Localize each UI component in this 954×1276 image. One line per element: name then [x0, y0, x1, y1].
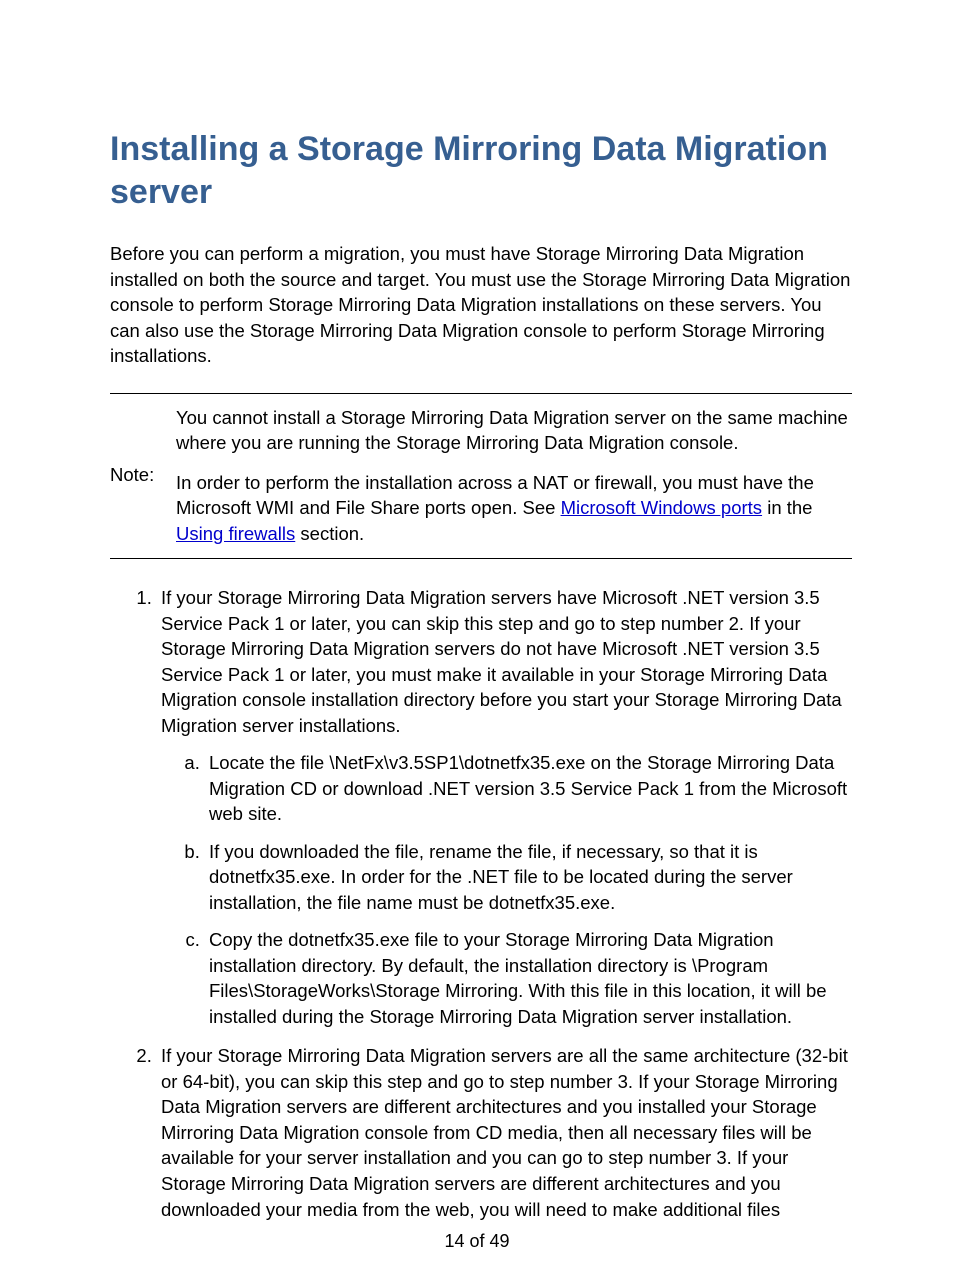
step-2: If your Storage Mirroring Data Migration…	[157, 1043, 852, 1222]
step-1-substeps: Locate the file \NetFx\v3.5SP1\dotnetfx3…	[161, 750, 852, 1029]
page-title: Installing a Storage Mirroring Data Migr…	[110, 128, 852, 213]
note-text-after: section.	[295, 523, 364, 544]
step-1-text: If your Storage Mirroring Data Migration…	[161, 587, 842, 736]
note-content: You cannot install a Storage Mirroring D…	[176, 405, 852, 547]
note-label: Note:	[110, 464, 176, 486]
page-number: 14 of 49	[0, 1231, 954, 1252]
note-paragraph-2: In order to perform the installation acr…	[176, 470, 852, 547]
step-1c: Copy the dotnetfx35.exe file to your Sto…	[205, 927, 852, 1029]
step-1: If your Storage Mirroring Data Migration…	[157, 585, 852, 1029]
steps-list: If your Storage Mirroring Data Migration…	[110, 585, 852, 1222]
intro-paragraph: Before you can perform a migration, you …	[110, 241, 852, 369]
note-paragraph-1: You cannot install a Storage Mirroring D…	[176, 405, 852, 456]
note-row: Note: You cannot install a Storage Mirro…	[110, 405, 852, 547]
link-windows-ports[interactable]: Microsoft Windows ports	[561, 497, 763, 518]
link-using-firewalls[interactable]: Using firewalls	[176, 523, 295, 544]
step-1a: Locate the file \NetFx\v3.5SP1\dotnetfx3…	[205, 750, 852, 827]
note-block: Note: You cannot install a Storage Mirro…	[110, 393, 852, 560]
document-page: Installing a Storage Mirroring Data Migr…	[0, 0, 954, 1276]
step-1b: If you downloaded the file, rename the f…	[205, 839, 852, 916]
note-text-mid: in the	[762, 497, 812, 518]
